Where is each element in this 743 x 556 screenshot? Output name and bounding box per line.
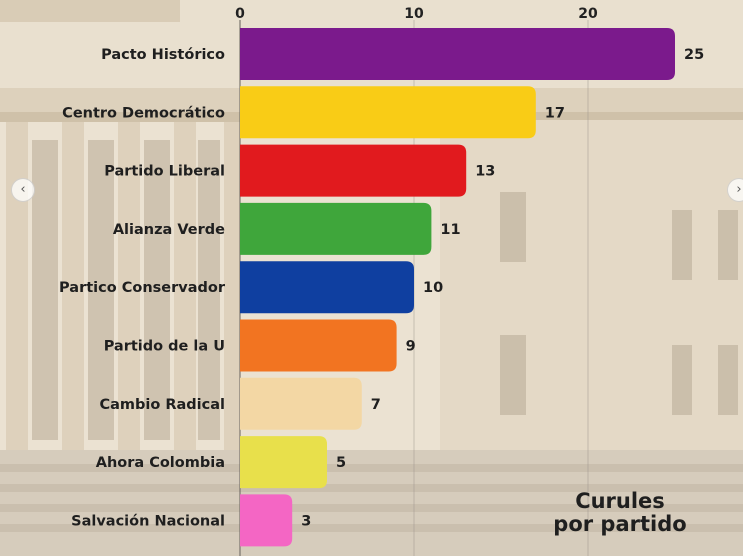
category-label: Partido de la U	[104, 339, 225, 355]
x-axis-ticks: 0 10 20	[235, 6, 598, 22]
category-label: Partido Liberal	[104, 164, 225, 180]
x-tick-label: 10	[404, 6, 424, 22]
prev-slide-button[interactable]: ‹	[11, 178, 35, 202]
category-label: Partico Conservador	[59, 280, 226, 296]
bars	[240, 28, 675, 547]
next-slide-button[interactable]: ›	[727, 178, 743, 202]
value-labels: 25 17 13 11 10 9 7 5 3	[301, 47, 704, 529]
bar	[240, 377, 362, 430]
category-label: Cambio Radical	[99, 397, 225, 413]
value-label: 5	[336, 455, 346, 471]
value-label: 25	[684, 47, 704, 63]
chevron-left-icon: ‹	[20, 182, 26, 197]
caption-line-1: Curules	[575, 489, 665, 513]
category-label: Pacto Histórico	[101, 47, 225, 63]
category-label: Centro Democrático	[62, 105, 225, 121]
chevron-right-icon: ›	[736, 182, 742, 197]
category-label: Ahora Colombia	[96, 455, 225, 471]
bar	[240, 86, 536, 139]
x-tick-label: 20	[578, 6, 598, 22]
value-label: 13	[475, 164, 495, 180]
x-tick-label: 0	[235, 6, 245, 22]
value-label: 17	[545, 105, 565, 121]
caption-line-2: por partido	[553, 512, 687, 536]
bar	[240, 319, 397, 372]
bar	[240, 28, 675, 80]
value-label: 9	[406, 339, 416, 355]
value-label: 3	[301, 513, 311, 529]
value-label: 7	[371, 397, 381, 413]
bar	[240, 144, 467, 197]
bar	[240, 436, 327, 489]
category-label: Salvación Nacional	[71, 513, 225, 529]
category-labels: Pacto Histórico Centro Democrático Partido…	[59, 47, 226, 529]
category-label: Alianza Verde	[113, 222, 225, 238]
bar	[240, 261, 414, 314]
value-label: 10	[423, 280, 443, 296]
chart-caption: Curules por partido	[540, 490, 700, 536]
value-label: 11	[440, 222, 460, 238]
bar	[240, 202, 432, 255]
bar	[240, 494, 293, 547]
